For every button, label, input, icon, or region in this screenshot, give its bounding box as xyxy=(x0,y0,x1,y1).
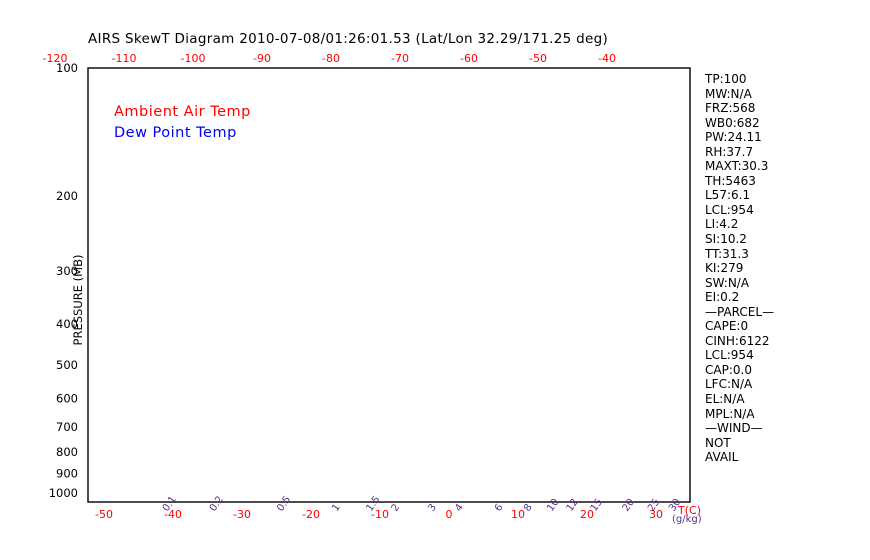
isotherm--120 xyxy=(0,68,55,502)
top-temp-tick--70: -70 xyxy=(391,52,409,65)
mixing-ratio-tick-8: 8 xyxy=(522,502,535,514)
bottom-temp-tick-20: 20 xyxy=(580,508,594,521)
top-temp-tick--90: -90 xyxy=(253,52,271,65)
mixing-ratio-tick-3: 3 xyxy=(426,502,439,514)
legend-ambient-air-temp: Ambient Air Temp xyxy=(114,104,251,120)
top-temp-tick--40: -40 xyxy=(598,52,616,65)
pressure-tick-600: 600 xyxy=(56,392,78,406)
bottom-temp-tick-0: 0 xyxy=(446,508,453,521)
pressure-tick-300: 300 xyxy=(56,264,78,278)
top-temp-tick--60: -60 xyxy=(460,52,478,65)
isotherm-60 xyxy=(863,68,870,502)
page-title: AIRS SkewT Diagram 2010-07-08/01:26:01.5… xyxy=(88,31,609,47)
dry-adiabat-230 xyxy=(815,79,870,502)
mixing-ratio-tick-1: 1 xyxy=(330,502,343,514)
dry-adiabat-240 xyxy=(851,79,870,502)
top-temp-tick--100: -100 xyxy=(181,52,206,65)
pressure-tick-100: 100 xyxy=(56,61,78,75)
legend-dew-point-temp: Dew Point Temp xyxy=(114,125,237,141)
bottom-temp-tick-30: 30 xyxy=(649,508,663,521)
top-temp-tick--50: -50 xyxy=(529,52,547,65)
mixing-ratio-tick-6: 6 xyxy=(493,502,506,514)
plot-background xyxy=(88,68,690,502)
bottom-temp-tick--20: -20 xyxy=(302,508,320,521)
pressure-tick-200: 200 xyxy=(56,189,78,203)
dry-adiabat-220 xyxy=(778,79,870,502)
top-temp-tick--120: -120 xyxy=(43,52,68,65)
mixing-ratio-tick-2: 2 xyxy=(390,502,403,514)
temperature-axis-label: T(C) xyxy=(677,504,701,517)
bottom-temp-tick-10: 10 xyxy=(511,508,525,521)
bottom-temp-tick--50: -50 xyxy=(95,508,113,521)
mixing-ratio-axis-label: (g/kg) xyxy=(672,514,702,525)
sounding-indices-panel: TP:100 MW:N/A FRZ:568 WB0:682 PW:24.11 R… xyxy=(705,72,775,465)
bottom-temp-tick--40: -40 xyxy=(164,508,182,521)
top-temp-tick--80: -80 xyxy=(322,52,340,65)
bottom-temp-tick--30: -30 xyxy=(233,508,251,521)
bottom-temp-tick--10: -10 xyxy=(371,508,389,521)
top-temp-tick--110: -110 xyxy=(112,52,137,65)
pressure-tick-1000: 1000 xyxy=(49,486,78,500)
pressure-tick-500: 500 xyxy=(56,358,78,372)
pressure-tick-700: 700 xyxy=(56,420,78,434)
isotherm-50 xyxy=(794,68,870,502)
pressure-tick-400: 400 xyxy=(56,317,78,331)
mixing-ratio-tick-4: 4 xyxy=(453,502,466,514)
plot-frame xyxy=(87,67,691,503)
pressure-tick-900: 900 xyxy=(56,467,78,481)
pressure-tick-800: 800 xyxy=(56,445,78,459)
pressure-axis-label: PRESSURE (MB) xyxy=(71,255,85,346)
